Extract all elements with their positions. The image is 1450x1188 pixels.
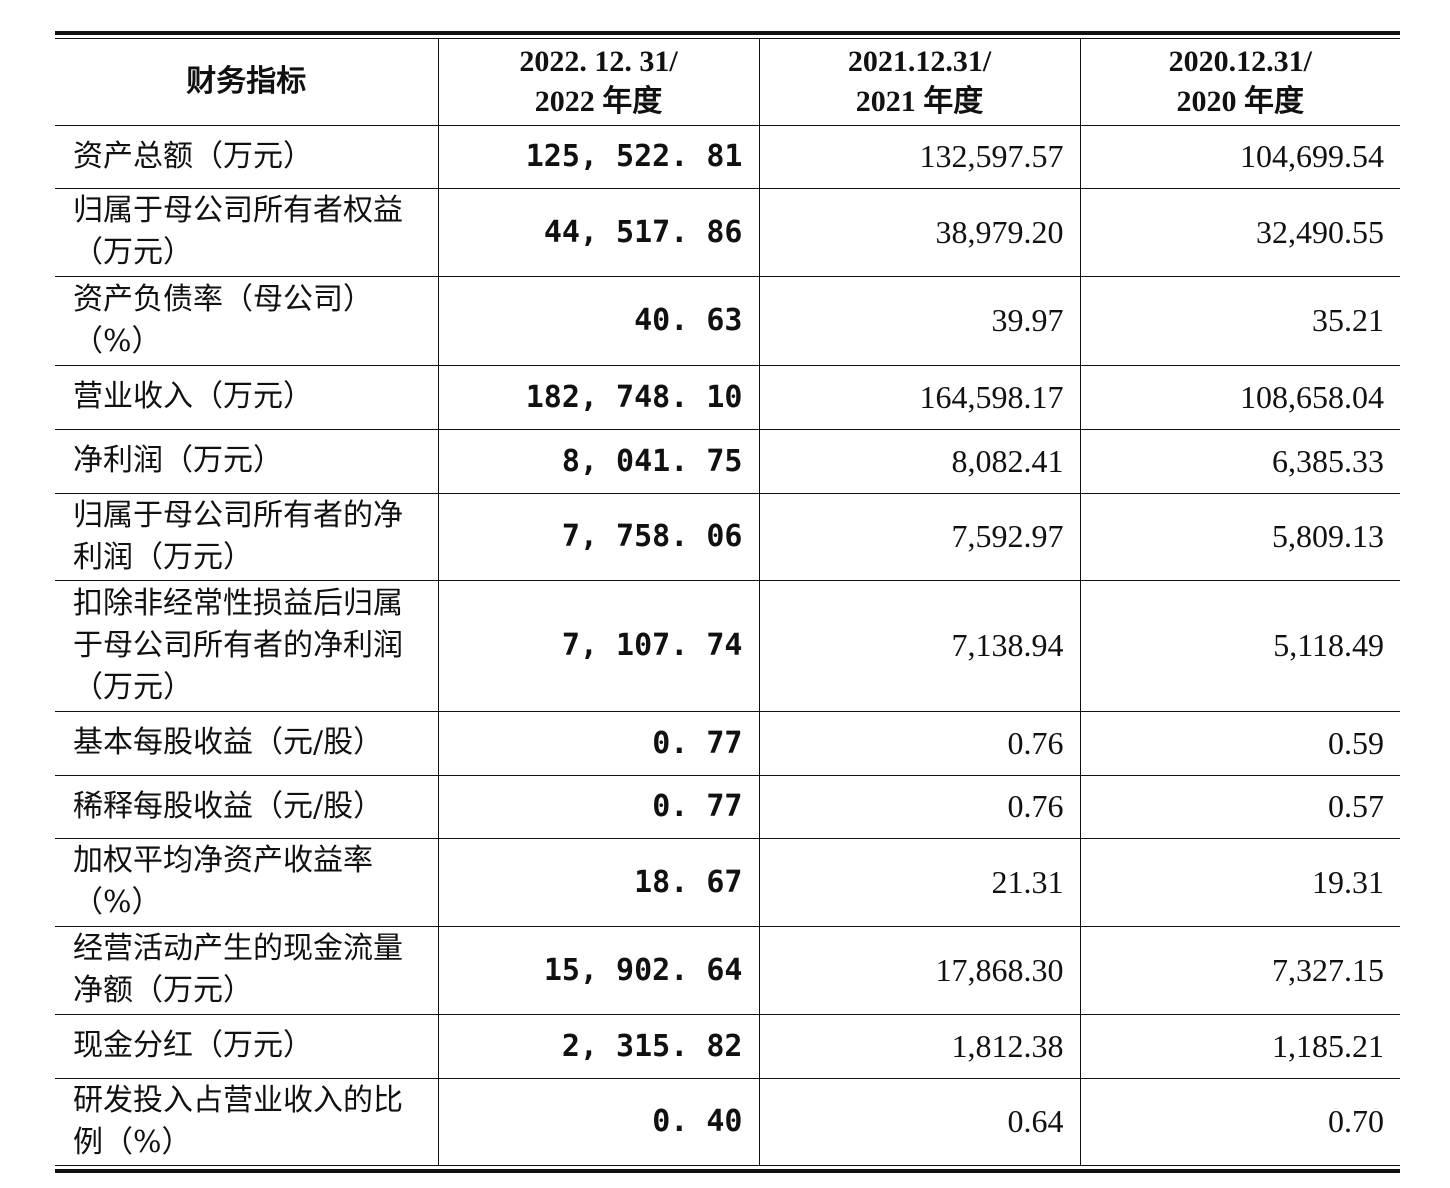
row-label-text: 净利润（万元） [73,443,283,478]
value-cell: 0. 77 [437,774,760,839]
data-row: 扣除非经常性损益后归属于母公司所有者的净利润（万元） 7, 107. 74 7,13… [55,579,1400,712]
value-cell: 6,385.33 [1079,428,1400,494]
header-row: 财务指标 2022. 12. 31/ 2022 年度 2021.12.31/ 202… [55,39,1400,126]
value-cell: 15, 902. 64 [437,925,760,1015]
row-label-text: 稀释每股收益（元/股） [73,788,384,824]
row-label: 经营活动产生的现金流量净额（万元） [55,925,439,1015]
row-label-text: 基本每股收益（元/股） [73,725,384,760]
row-label: 归属于母公司所有者权益（万元） [55,187,439,277]
value-cell: 39.97 [758,275,1081,366]
header-cell: 2021.12.31/ 2021 年度 [758,39,1081,126]
value-cell: 1,812.38 [758,1013,1081,1079]
row-label-text: 扣除非经常性损益后归属于母公司所有者的净利润（万元） [73,585,403,705]
value-cell: 108,658.04 [1079,364,1400,430]
value-cell: 2, 315. 82 [437,1013,760,1079]
data-row: 归属于母公司所有者的净利润（万元） 7, 758. 06 7,592.97 5,809… [55,492,1400,581]
value-cell: 0.70 [1079,1077,1400,1165]
value-cell: 182, 748. 10 [437,364,760,430]
value-cell: 0.76 [758,774,1081,839]
row-label: 研发投入占营业收入的比例（%） [55,1077,439,1165]
value-cell: 0.57 [1079,774,1400,839]
data-row: 归属于母公司所有者权益（万元） 44, 517. 86 38,979.20 32,49… [55,187,1400,277]
data-row: 加权平均净资产收益率（%） 18. 67 21.31 19.31 [55,837,1400,927]
value-cell: 44, 517. 86 [437,187,760,277]
row-label-text: 经营活动产生的现金流量净额（万元） [73,931,403,1008]
row-label: 资产总额（万元） [55,124,439,189]
row-label-text: 加权平均净资产收益率（%） [73,843,373,920]
row-label: 加权平均净资产收益率（%） [55,837,439,927]
value-cell: 0. 40 [437,1077,760,1165]
value-cell: 7,592.97 [758,492,1081,581]
value-cell: 8,082.41 [758,428,1081,494]
value-cell: 0.59 [1079,710,1400,776]
value-cell: 38,979.20 [758,187,1081,277]
header-cell: 2020.12.31/ 2020 年度 [1079,39,1400,126]
data-row: 基本每股收益（元/股） 0. 77 0.76 0.59 [55,710,1400,776]
bottom-rule [55,1165,1400,1166]
data-row: 净利润（万元） 8, 041. 75 8,082.41 6,385.33 [55,428,1400,494]
value-cell: 1,185.21 [1079,1013,1400,1079]
data-row: 资产负债率（母公司）（%） 40. 63 39.97 35.21 [55,275,1400,366]
value-cell: 17,868.30 [758,925,1081,1015]
value-cell: 0.76 [758,710,1081,776]
value-cell: 5,118.49 [1079,579,1400,712]
value-cell: 0.64 [758,1077,1081,1165]
row-label: 资产负债率（母公司）（%） [55,275,439,366]
data-row: 稀释每股收益（元/股） 0. 77 0.76 0.57 [55,774,1400,839]
row-label: 归属于母公司所有者的净利润（万元） [55,492,439,581]
value-cell: 164,598.17 [758,364,1081,430]
row-label-text: 资产总额（万元） [73,138,313,174]
value-cell: 18. 67 [437,837,760,927]
data-row: 资产总额（万元） 125, 522. 81 132,597.57 104,699.54 [55,124,1400,189]
row-label-text: 归属于母公司所有者的净利润（万元） [73,497,403,575]
value-cell: 7,138.94 [758,579,1081,712]
financial-table: 财务指标 2022. 12. 31/ 2022 年度 2021.12.31/ 202… [55,39,1400,1165]
value-cell: 35.21 [1079,275,1400,366]
header-cell: 财务指标 [55,39,439,126]
data-row: 现金分红（万元） 2, 315. 82 1,812.38 1,185.21 [55,1013,1400,1079]
table-wrap: 财务指标 2022. 12. 31/ 2022 年度 2021.12.31/ 202… [55,31,1400,1173]
bottom-rule [55,1169,1400,1173]
row-label-text: 现金分红（万元） [73,1028,313,1063]
value-cell: 8, 041. 75 [437,428,760,494]
value-cell: 19.31 [1079,837,1400,927]
value-cell: 21.31 [758,837,1081,927]
data-row: 营业收入（万元） 182, 748. 10 164,598.17 108,658.04 [55,364,1400,430]
row-label-text: 归属于母公司所有者权益（万元） [73,193,403,270]
data-row: 经营活动产生的现金流量净额（万元） 15, 902. 64 17,868.30 7,3… [55,925,1400,1015]
top-rule [55,38,1400,39]
top-rule [55,31,1400,35]
row-label-text: 营业收入（万元） [73,379,313,414]
row-label: 现金分红（万元） [55,1013,439,1079]
row-label: 净利润（万元） [55,428,439,494]
row-label-text: 研发投入占营业收入的比例（%） [73,1082,403,1160]
value-cell: 7, 758. 06 [437,492,760,581]
value-cell: 32,490.55 [1079,187,1400,277]
value-cell: 40. 63 [437,275,760,366]
row-label: 稀释每股收益（元/股） [55,774,439,839]
row-label: 扣除非经常性损益后归属于母公司所有者的净利润（万元） [55,579,439,712]
value-cell: 7,327.15 [1079,925,1400,1015]
value-cell: 7, 107. 74 [437,579,760,712]
value-cell: 132,597.57 [758,124,1081,189]
value-cell: 125, 522. 81 [437,124,760,189]
row-label: 基本每股收益（元/股） [55,710,439,776]
data-row: 研发投入占营业收入的比例（%） 0. 40 0.64 0.70 [55,1077,1400,1165]
row-label-text: 资产负债率（母公司）（%） [73,281,373,359]
header-cell: 2022. 12. 31/ 2022 年度 [437,39,760,126]
value-cell: 5,809.13 [1079,492,1400,581]
value-cell: 104,699.54 [1079,124,1400,189]
value-cell: 0. 77 [437,710,760,776]
row-label: 营业收入（万元） [55,364,439,430]
